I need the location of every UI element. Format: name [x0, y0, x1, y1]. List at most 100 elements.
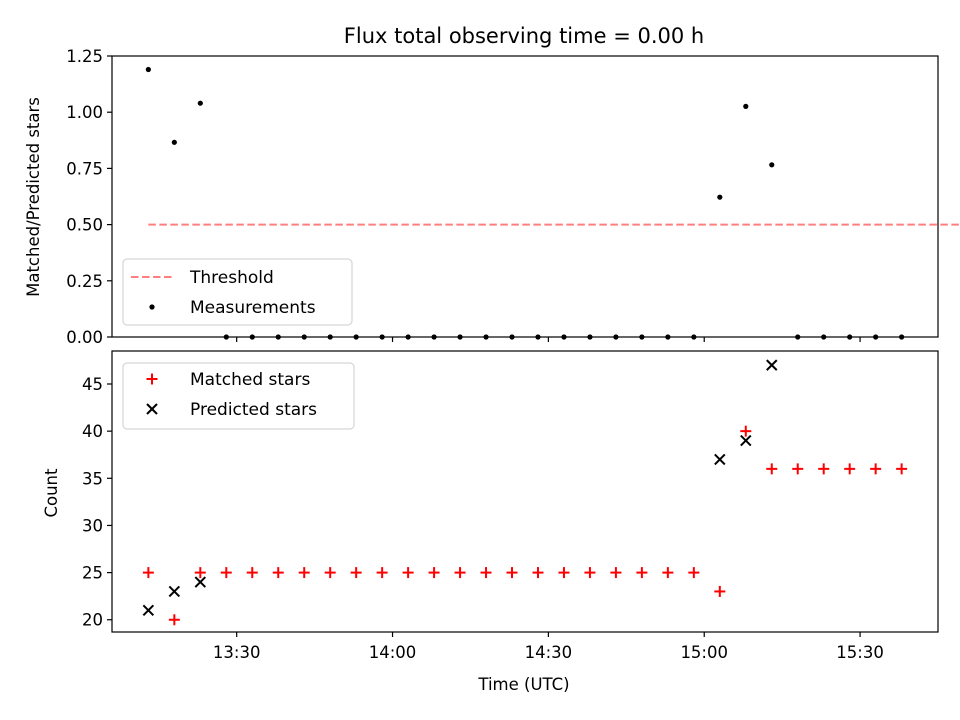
measurement-point — [171, 139, 177, 145]
measurement-point — [301, 334, 307, 340]
bottom-ytick-label: 40 — [82, 422, 103, 441]
measurement-point — [535, 334, 541, 340]
measurements-legend-marker — [149, 304, 155, 310]
predicted-star-point — [740, 434, 752, 447]
threshold-legend-label: Threshold — [189, 268, 274, 288]
matched-star-point — [766, 463, 778, 475]
bottom-legend: Matched stars Predicted stars — [122, 362, 355, 430]
matched-star-point — [636, 567, 648, 579]
predicted-star-point — [766, 359, 778, 371]
top-ylabel: Matched/Predicted stars — [24, 97, 43, 297]
measurement-point — [405, 334, 411, 340]
matched-star-point — [246, 567, 258, 579]
bottom-ytick-label: 35 — [82, 469, 103, 488]
bottom-legend-box — [122, 362, 355, 430]
measurement-point — [509, 334, 515, 340]
predicted-star-point — [194, 576, 207, 588]
measurement-point — [379, 334, 385, 340]
bottom-ytick-label: 30 — [82, 516, 103, 535]
measurement-point — [743, 103, 749, 109]
matched-star-point — [428, 567, 440, 579]
matched-star-point — [792, 463, 804, 475]
bottom-xtick-label: 13:30 — [213, 643, 261, 662]
bottom-ytick-label: 25 — [82, 564, 103, 583]
predicted-star-point — [168, 585, 181, 598]
predicted-legend-label: Predicted stars — [190, 400, 317, 420]
measurement-point — [249, 334, 255, 340]
matched-legend-label: Matched stars — [190, 370, 310, 390]
measurement-point — [769, 162, 775, 168]
measurement-point — [873, 334, 879, 340]
measurement-point — [353, 334, 359, 340]
matched-star-point — [532, 567, 544, 579]
measurement-point — [457, 334, 463, 340]
bottom-xlabel: Time (UTC) — [477, 675, 569, 694]
measurement-point — [899, 334, 905, 340]
measurement-point — [223, 334, 229, 340]
bottom-axes: 20 25 30 35 40 45 13:30 14:00 14:30 15:00 15:30 C… — [42, 350, 939, 694]
matched-star-point — [480, 567, 492, 579]
matched-star-point — [662, 567, 674, 579]
matched-star-point — [506, 567, 518, 579]
measurement-point — [665, 334, 671, 340]
matched-star-point — [610, 567, 622, 579]
matched-star-point — [558, 567, 570, 579]
bottom-xtick-label: 15:30 — [836, 643, 884, 662]
top-ytick-label: 1.25 — [66, 47, 103, 66]
bottom-xtick-label: 14:30 — [525, 643, 573, 662]
matched-star-point — [272, 567, 284, 579]
matched-star-point — [714, 585, 726, 597]
bottom-xtick-label: 15:00 — [680, 643, 728, 662]
top-ytick-label: 0.75 — [66, 159, 103, 178]
matched-star-point — [818, 463, 830, 475]
predicted-star-point — [714, 453, 726, 466]
measurement-point — [587, 334, 593, 340]
matched-star-point — [194, 567, 206, 579]
matched-star-point — [142, 567, 154, 579]
matched-star-point — [454, 567, 466, 579]
bottom-ytick-label: 20 — [82, 611, 103, 630]
top-x-ticks — [236, 337, 861, 342]
measurement-point — [691, 334, 697, 340]
matched-star-point — [402, 567, 414, 579]
measurement-point — [327, 334, 333, 340]
bottom-series — [142, 359, 908, 626]
measurement-point — [795, 334, 801, 340]
measurement-point — [613, 334, 619, 340]
bottom-ylabel: Count — [42, 468, 61, 518]
matched-star-point — [350, 567, 362, 579]
predicted-star-point — [142, 604, 155, 617]
matched-star-point — [220, 567, 232, 579]
top-ytick-label: 1.00 — [66, 103, 103, 122]
measurement-point — [197, 100, 203, 106]
measurement-point — [431, 334, 437, 340]
top-ytick-label: 0.50 — [66, 216, 103, 235]
chart-title: Flux total observing time = 0.00 h — [344, 24, 704, 48]
measurement-point — [275, 334, 281, 340]
matched-star-point — [168, 614, 180, 626]
matched-star-point — [376, 567, 388, 579]
top-y-axis: 0.00 0.25 0.50 0.75 1.00 1.25 — [66, 47, 112, 347]
bottom-x-axis: 13:30 14:00 14:30 15:00 15:30 — [213, 632, 884, 662]
measurement-point — [847, 334, 853, 340]
top-series — [145, 66, 960, 340]
measurement-point — [821, 334, 827, 340]
matched-legend-marker — [146, 373, 158, 385]
top-ytick-label: 0.25 — [66, 272, 103, 291]
matched-star-point — [740, 425, 752, 437]
matched-star-point — [870, 463, 882, 475]
matched-star-point — [298, 567, 310, 579]
matched-star-point — [324, 567, 336, 579]
top-legend-box — [122, 258, 353, 326]
measurement-point — [561, 334, 567, 340]
measurement-point — [145, 66, 151, 73]
bottom-ytick-label: 45 — [82, 375, 103, 394]
top-axes: 0.00 0.25 0.50 0.75 1.00 1.25 Matched/Predict… — [24, 47, 960, 347]
bottom-y-axis: 20 25 30 35 40 45 — [82, 375, 112, 630]
matched-star-point — [584, 567, 596, 579]
measurements-legend-label: Measurements — [190, 298, 316, 318]
top-ytick-label: 0.00 — [66, 328, 103, 347]
matched-star-point — [896, 463, 908, 475]
bottom-xtick-label: 14:00 — [369, 643, 417, 662]
